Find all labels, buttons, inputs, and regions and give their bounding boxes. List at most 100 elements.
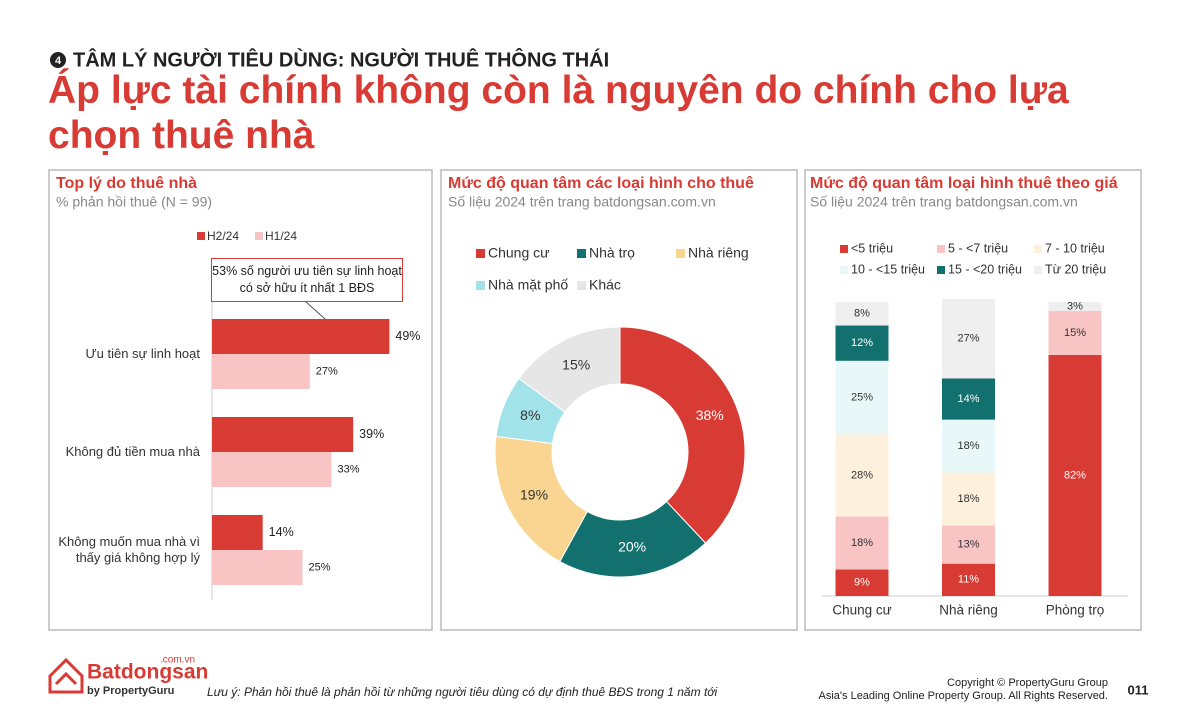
legend-swatch (1034, 245, 1042, 253)
donut-segment (494, 435, 588, 563)
legend-label: Từ 20 triệu (1045, 262, 1106, 276)
legend-swatch (197, 232, 205, 240)
bar-segment (942, 299, 995, 379)
panel-subtitle: % phản hồi thuê (N = 99) (56, 194, 212, 210)
bar-segment (1048, 354, 1102, 596)
section-number: 4 (55, 55, 62, 67)
bar-segment (835, 302, 889, 326)
bar-segment (835, 516, 889, 570)
value-label: 14% (269, 525, 294, 539)
legend-swatch (577, 281, 586, 290)
bar-segment (942, 419, 995, 473)
value-label: 38% (696, 407, 724, 423)
bar-segment (1048, 310, 1102, 355)
value-label: 8% (520, 407, 540, 423)
bar (212, 550, 303, 585)
logo (48, 657, 84, 694)
bar (212, 417, 354, 452)
value-label: 8% (854, 308, 870, 320)
donut-segment (518, 326, 621, 413)
bar-segment (942, 525, 995, 564)
value-label: 25% (851, 391, 873, 403)
legend-swatch (255, 232, 263, 240)
legend-label: H1/24 (265, 229, 297, 243)
value-label: 27% (316, 365, 338, 377)
copyright: Copyright © PropertyGuru Group (947, 677, 1108, 689)
bar-segment (942, 472, 995, 526)
value-label: 13% (957, 538, 979, 550)
bar-segment (835, 325, 889, 361)
value-label: 15% (1064, 327, 1086, 339)
legend-label: H2/24 (207, 229, 239, 243)
legend-label: Nhà riêng (688, 245, 749, 261)
legend-swatch (1034, 266, 1042, 274)
legend-label: 10 - <15 triệu (851, 262, 925, 276)
panel (48, 169, 433, 631)
x-tick-label: Nhà riêng (939, 603, 998, 618)
brand-suffix: .com.vn (160, 655, 195, 666)
legend-swatch (937, 266, 945, 274)
bar-segment (1048, 302, 1102, 311)
value-label: 15% (562, 357, 590, 373)
panel-title: Mức độ quan tâm loại hình thuê theo giá (810, 175, 1118, 192)
value-label: 19% (520, 487, 548, 503)
value-label: 14% (957, 393, 979, 405)
legend-swatch (476, 249, 485, 258)
value-label: 18% (851, 537, 873, 549)
legend-label: 15 - <20 triệu (948, 262, 1022, 276)
value-label: 27% (957, 333, 979, 345)
rights: Asia's Leading Online Property Group. Al… (819, 690, 1108, 702)
value-label: 28% (851, 469, 873, 481)
legend-swatch (476, 281, 485, 290)
section-label: TÂM LÝ NGƯỜI TIÊU DÙNG: NGƯỜI THUÊ THÔNG… (73, 47, 609, 71)
panel (440, 169, 798, 631)
bar-segment (942, 378, 995, 420)
category-label: Không đủ tiền mua nhà (65, 444, 200, 459)
category-label: Không muốn mua nhà vì thấy giá không hợp… (58, 534, 200, 565)
legend-label: 5 - <7 triệu (948, 241, 1008, 255)
x-tick-label: Phòng trọ (1046, 603, 1105, 618)
legend-swatch (840, 266, 848, 274)
value-label: 33% (337, 463, 359, 475)
brand-by: by PropertyGuru (87, 685, 174, 697)
value-label: 3% (1067, 300, 1083, 312)
bar-segment (835, 360, 889, 435)
panel-subtitle: Số liệu 2024 trên trang batdongsan.com.v… (448, 194, 716, 210)
value-label: 39% (359, 427, 384, 441)
bar-segment (942, 563, 995, 596)
panel-title: Top lý do thuê nhà (56, 175, 197, 192)
legend-label: Chung cư (488, 245, 550, 261)
annotation: 53% số người ưu tiên sự linh hoạt có sở … (211, 258, 403, 302)
legend-label: Nhà trọ (589, 245, 635, 261)
legend-swatch (676, 249, 685, 258)
legend-swatch (937, 245, 945, 253)
value-label: 11% (958, 574, 979, 586)
category-label: Ưu tiên sự linh hoạt (85, 346, 200, 361)
section-badge (50, 52, 66, 68)
value-label: 20% (618, 538, 646, 554)
legend-swatch (577, 249, 586, 258)
value-label: 25% (309, 561, 331, 573)
value-label: 9% (854, 577, 870, 589)
value-label: 82% (1064, 469, 1086, 481)
bar (212, 452, 332, 487)
donut-segment (619, 326, 746, 544)
panel-title: Mức độ quan tâm các loại hình cho thuê (448, 175, 754, 192)
bar-segment (835, 434, 889, 517)
value-label: 49% (395, 329, 420, 343)
bar-segment (835, 569, 889, 596)
value-label: 18% (957, 493, 979, 505)
bar (212, 319, 390, 354)
value-label: 12% (851, 337, 873, 349)
page-number: 011 (1128, 682, 1149, 697)
panel (804, 169, 1142, 631)
legend-label: Nhà mặt phố (488, 277, 568, 293)
panel-subtitle: Số liệu 2024 trên trang batdongsan.com.v… (810, 194, 1078, 210)
bar (212, 515, 263, 550)
legend-label: Khác (589, 277, 621, 293)
brand: Batdongsan (87, 661, 208, 684)
x-tick-label: Chung cư (832, 603, 891, 618)
bar (212, 354, 310, 389)
